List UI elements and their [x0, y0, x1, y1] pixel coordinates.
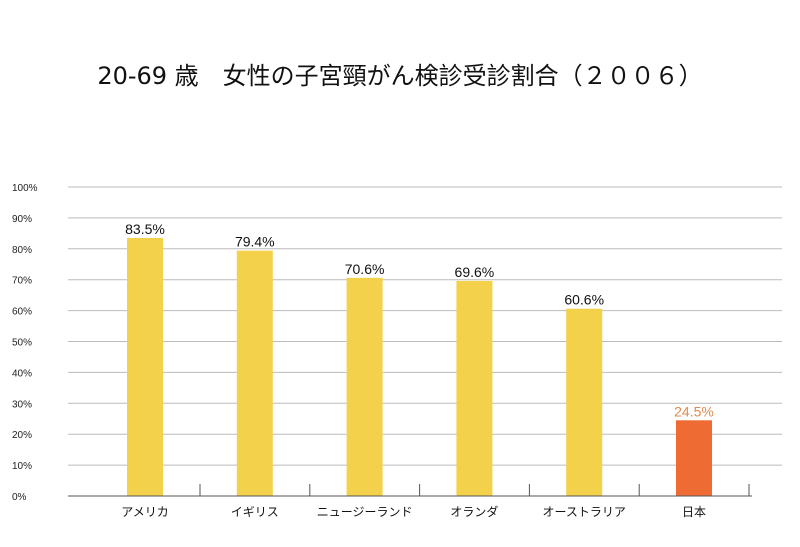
y-tick-label: 10% [12, 461, 32, 472]
bar [676, 420, 712, 496]
bar [236, 250, 273, 496]
data-label: 69.6% [455, 264, 495, 280]
y-tick-label: 0% [12, 492, 27, 503]
data-label: 83.5% [125, 221, 165, 237]
y-tick-label: 40% [12, 368, 32, 379]
x-axis [68, 484, 752, 497]
y-tick-label: 90% [12, 214, 32, 225]
category-label: イギリス [231, 505, 279, 519]
category-label: 日本 [682, 505, 706, 519]
data-label: 24.5% [674, 403, 714, 419]
gridlines [68, 186, 782, 466]
bar [456, 280, 493, 496]
bars [127, 237, 712, 497]
y-axis-ticks: 0% 10% 20% 30% 40% 50% 60% 70% 80% 90% 100% [12, 183, 38, 503]
y-tick-label: 70% [12, 276, 32, 287]
category-label: オランダ [450, 504, 498, 519]
y-tick-label: 30% [12, 399, 32, 410]
bar [566, 308, 603, 496]
data-label: 70.6% [345, 261, 385, 277]
chart-title: 20-69 歳 女性の子宮頸がん検診受診割合（２００６） [97, 62, 703, 90]
y-tick-label: 20% [12, 430, 32, 441]
y-tick-label: 80% [12, 245, 32, 256]
bar [346, 277, 383, 496]
y-tick-label: 100% [12, 183, 38, 194]
data-label: 79.4% [235, 234, 275, 250]
bar [127, 237, 163, 497]
data-labels: 83.5% 79.4% 70.6% 69.6% 60.6% 24.5% [125, 221, 714, 419]
category-label: アメリカ [121, 505, 168, 519]
y-tick-label: 50% [12, 338, 32, 349]
x-axis-categories: アメリカ イギリス ニュージーランド オランダ オーストラリア 日本 [121, 504, 706, 519]
category-label: ニュージーランド [317, 505, 413, 519]
category-label: オーストラリア [542, 505, 625, 519]
data-label: 60.6% [564, 292, 604, 308]
y-tick-label: 60% [12, 307, 32, 318]
